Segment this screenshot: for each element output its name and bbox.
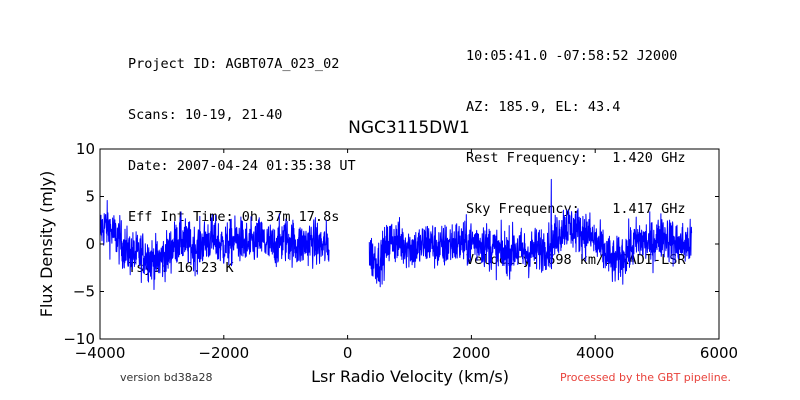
date-line: Date: 2007-04-24 01:35:38 UT (128, 158, 356, 174)
x-tick-label: 4000 (576, 344, 614, 362)
spectrum-line-segment-2 (368, 178, 693, 288)
az-el-line: AZ: 185.9, EL: 43.4 (466, 99, 621, 115)
spectrum-line-segment-1 (99, 200, 330, 290)
rest-frequency-line: Rest Frequency: 1.420 GHz (466, 150, 686, 166)
chart-title: NGC3115DW1 (348, 118, 470, 138)
int-time-line: Eff Int Time: 0h 37m 17.8s (128, 209, 340, 225)
plot-area (99, 178, 693, 290)
pipeline-credit: Processed by the GBT pipeline. (560, 371, 731, 384)
y-tick-label: 5 (85, 188, 95, 206)
x-tick-label: −2000 (198, 344, 249, 362)
y-tick-label: −10 (63, 330, 95, 348)
sky-frequency-line: Sky Frequency: 1.417 GHz (466, 201, 686, 217)
y-tick-label: 10 (76, 140, 95, 158)
x-tick-label: 6000 (700, 344, 738, 362)
x-tick-label: 2000 (452, 344, 490, 362)
version-label: version bd38a28 (120, 371, 213, 384)
y-axis-label: Flux Density (mJy) (37, 171, 56, 318)
coordinates-line: 10:05:41.0 -07:58:52 J2000 (466, 48, 678, 64)
observation-info-left: Project ID: AGBT07A_023_02 Scans: 10-19,… (128, 22, 356, 294)
x-tick-label: 0 (343, 344, 353, 362)
x-tick-label: −4000 (75, 344, 126, 362)
axis-ticks: −4000 −2000 0 2000 4000 6000 −10 −5 0 5 10 (63, 140, 738, 362)
x-axis-label: Lsr Radio Velocity (km/s) (311, 367, 509, 386)
observation-info-right: 10:05:41.0 -07:58:52 J2000 AZ: 185.9, EL… (466, 14, 685, 286)
y-tick-label: 0 (85, 235, 95, 253)
y-tick-label: −5 (73, 283, 95, 301)
scans-line: Scans: 10-19, 21-40 (128, 107, 283, 123)
project-id-line: Project ID: AGBT07A_023_02 (128, 56, 340, 72)
